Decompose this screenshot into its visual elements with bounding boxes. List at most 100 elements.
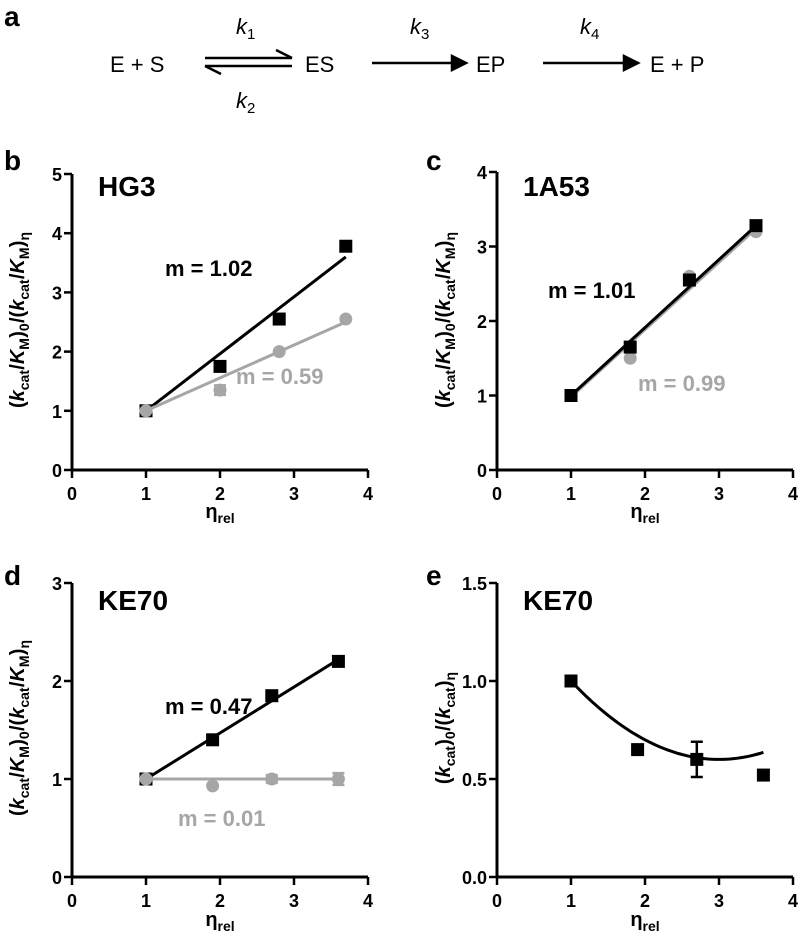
species-ep: EP [476, 52, 505, 77]
label-part: rel [643, 510, 660, 526]
panel-letter: b [4, 145, 21, 176]
reaction-scheme: a E + S k1 k2 ES k3 EP k4 E + P [4, 1, 704, 117]
y-axis-label: (kcat /KM )0 /(kcat /KM )η [433, 232, 458, 408]
y-tick-label: 5 [52, 165, 62, 185]
y-tick-label: 3 [52, 283, 62, 303]
label-part: η [442, 672, 458, 681]
data-point-circle [331, 772, 345, 786]
label-part: /( [7, 718, 29, 731]
x-tick-label: 1 [566, 484, 576, 504]
label-part: /( [433, 310, 455, 323]
label-part: 0 [16, 323, 32, 331]
arrow-icon [543, 53, 641, 73]
label-part: K [7, 756, 29, 772]
fit-line-black [569, 224, 758, 397]
label-part: ) [433, 739, 455, 746]
label-part: cat [16, 370, 32, 391]
data-point-square [631, 743, 645, 757]
label-part: /( [7, 310, 29, 323]
data-point-square [331, 654, 345, 668]
x-tick-label: 4 [788, 484, 798, 504]
label-part: M [442, 338, 458, 350]
label-part: η [630, 909, 642, 931]
label-part: η [630, 501, 642, 523]
label-part: cat [442, 370, 458, 391]
y-tick-label: 3 [52, 574, 62, 594]
x-tick-label: 1 [141, 891, 151, 911]
fit-curve [569, 679, 764, 761]
data-point-square [272, 312, 286, 326]
x-tick-label: 2 [640, 891, 650, 911]
label-part: ) [7, 739, 29, 746]
y-axis-label: (kcat /KM )0 /(kcat /KM )η [7, 232, 32, 408]
label-part: cat [16, 279, 32, 300]
label-part: ( [7, 809, 29, 816]
x-axis-label: ηrel [205, 501, 234, 526]
fit-line-gray [145, 320, 347, 413]
label-part: ( [433, 777, 455, 784]
data-point-circle [272, 345, 286, 359]
label-part: η [16, 640, 32, 649]
label-part: M [16, 655, 32, 667]
slope-label-gray: m = 0.99 [638, 371, 725, 396]
label-part: cat [442, 279, 458, 300]
x-axis-label: ηrel [205, 909, 234, 934]
x-axis-label: ηrel [630, 909, 659, 934]
label-part: cat [16, 687, 32, 708]
label-part: ) [433, 331, 455, 338]
panel-letter: c [426, 145, 442, 176]
label-part: M [16, 746, 32, 758]
label-part: cat [442, 687, 458, 708]
x-tick-label: 3 [714, 484, 724, 504]
label-part: 0 [442, 323, 458, 331]
x-tick-label: 3 [714, 891, 724, 911]
x-tick-label: 2 [640, 484, 650, 504]
y-tick-label: 1.0 [462, 672, 487, 692]
label-part: k [7, 707, 29, 719]
y-tick-label: 1 [477, 387, 487, 407]
label-part: / [7, 681, 29, 687]
label-part: 0 [442, 731, 458, 739]
x-tick-label: 0 [492, 891, 502, 911]
label-part: η [16, 232, 32, 241]
data-point-circle [213, 383, 227, 397]
label-part: / [433, 273, 455, 279]
data-point-square [749, 219, 763, 233]
y-tick-label: 2 [52, 672, 62, 692]
y-tick-label: 2 [52, 343, 62, 363]
label-part: k [7, 389, 29, 401]
data-point-square [623, 340, 637, 354]
y-tick-label: 0.5 [462, 770, 487, 790]
data-point-circle [623, 351, 637, 365]
label-part: / [7, 364, 29, 370]
data-point-square [339, 239, 353, 253]
rate-k4: k4 [580, 14, 599, 43]
label-part: k [433, 765, 455, 777]
y-tick-label: 1 [52, 770, 62, 790]
slope-label-gray: m = 0.59 [236, 364, 323, 389]
data-point-circle [206, 779, 220, 793]
slope-label-black: m = 0.47 [165, 694, 252, 719]
label-part: rel [643, 918, 660, 934]
x-tick-label: 4 [363, 484, 373, 504]
species-e-plus-s: E + S [110, 52, 164, 77]
chart-title: KE70 [98, 585, 168, 616]
fit-line-black [145, 255, 347, 412]
panel-letter-a: a [4, 1, 20, 32]
species-e-plus-p: E + P [650, 52, 704, 77]
label-part: / [7, 273, 29, 279]
label-part: K [7, 348, 29, 364]
label-part: M [16, 338, 32, 350]
label-part: ( [7, 401, 29, 408]
label-part: 0 [16, 731, 32, 739]
label-part: k [433, 299, 455, 311]
label-part: η [442, 232, 458, 241]
chart-title: KE70 [523, 585, 593, 616]
data-point-square [756, 768, 770, 782]
label-part: ) [7, 331, 29, 338]
label-part: /( [433, 718, 455, 731]
label-part: ( [433, 401, 455, 408]
x-tick-label: 1 [566, 891, 576, 911]
